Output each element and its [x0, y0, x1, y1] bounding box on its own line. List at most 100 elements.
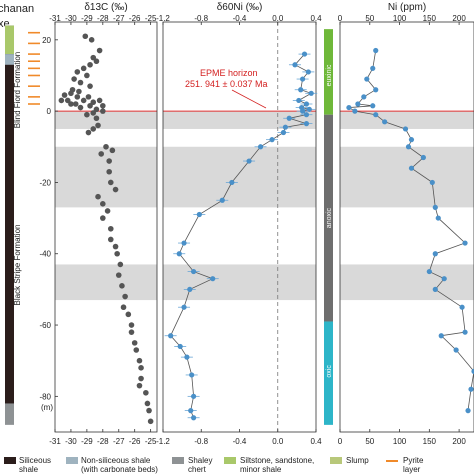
data-point	[107, 225, 114, 232]
x-tick-label-top: 0.0	[272, 14, 284, 23]
x-tick-label-top: 0.4	[310, 14, 322, 23]
x-tick-label-bottom: 0.0	[272, 437, 284, 446]
data-point	[85, 129, 92, 136]
data-point	[107, 179, 114, 186]
data-point	[355, 101, 361, 107]
data-point	[98, 151, 105, 157]
x-tick-label-top: 150	[423, 14, 437, 23]
data-point	[93, 58, 100, 65]
x-tick-label-top: -0.4	[233, 14, 247, 23]
data-point	[402, 126, 409, 132]
legend-siltstone-line2: minor shale	[240, 465, 282, 474]
data-point	[303, 121, 310, 127]
x-tick-label-bottom: -0.4	[233, 437, 247, 446]
data-point	[300, 76, 306, 82]
data-point	[90, 54, 97, 61]
data-point	[136, 382, 143, 389]
data-point	[305, 69, 311, 75]
data-point	[106, 168, 112, 175]
lower-formation-label: Black Stripe Formation	[13, 225, 22, 306]
legend-swatch-chert	[172, 457, 184, 464]
data-point	[453, 347, 459, 353]
data-point	[432, 251, 438, 257]
gray-band-2	[163, 264, 316, 301]
data-point	[58, 97, 65, 104]
data-point	[74, 69, 81, 75]
section-name: chanan	[0, 3, 34, 15]
panel-frame	[54, 21, 158, 433]
x-tick-label-top: -0.8	[194, 14, 208, 23]
data-point	[90, 110, 97, 116]
data-point	[88, 37, 95, 43]
data-point	[72, 101, 79, 107]
data-point	[77, 79, 84, 86]
data-point	[85, 94, 92, 100]
x-tick-label-bottom: -27	[113, 437, 125, 446]
carbon-isotope-panel: δ13C (‰) -31 -31 -30 -30 -29 -29 -28 -28 -27 -27 -2…	[39, 2, 158, 446]
data-point	[188, 408, 194, 414]
data-point	[138, 375, 144, 382]
data-point	[93, 115, 100, 122]
x-tick-label-top: 100	[393, 14, 407, 23]
data-point	[128, 329, 135, 335]
panel-frame	[339, 21, 474, 433]
data-point	[292, 62, 298, 68]
data-point	[68, 90, 74, 97]
series-line	[347, 50, 474, 411]
data-point	[189, 372, 195, 378]
data-point	[257, 144, 264, 150]
lithology-siltstone	[5, 25, 14, 55]
data-point	[303, 112, 310, 118]
legend-siliceous-line2: shale	[19, 465, 39, 474]
y-tick-label: 20	[42, 36, 51, 45]
x-tick-label-top: -1.2	[156, 14, 170, 23]
data-point	[296, 97, 302, 104]
data-point	[122, 293, 128, 300]
upper-formation-label: Blind Fiord Formation	[13, 52, 22, 128]
data-point	[74, 94, 81, 100]
data-point	[114, 250, 120, 257]
data-point	[100, 201, 106, 207]
data-point	[147, 418, 154, 425]
redox-label-anoxic: anoxic	[326, 207, 333, 228]
epme-annotation-arrow	[231, 89, 267, 109]
x-tick-label-bottom: -30	[65, 437, 77, 446]
data-point	[361, 94, 367, 100]
legend-siliceous-line1: Siliceous	[19, 456, 51, 465]
data-point	[435, 215, 441, 221]
data-point	[181, 304, 187, 310]
legend-pyrite-line2: layer	[403, 465, 421, 474]
data-point	[77, 104, 84, 111]
data-point	[280, 129, 287, 136]
legend-nonsiliceous-line1: Non-siliceous shale	[81, 456, 151, 465]
data-point	[177, 343, 183, 350]
x-tick-label-bottom: -1.2	[156, 437, 170, 446]
data-point	[144, 400, 151, 407]
redox-oxic-bar	[324, 321, 333, 425]
panel-title: δ60Ni (‰)	[217, 2, 263, 13]
lithology-shale	[5, 25, 14, 404]
data-point	[408, 165, 415, 171]
y-tick-label: -20	[39, 178, 51, 187]
panel-title: Ni (ppm)	[388, 2, 426, 13]
legend-chert-line2: chert	[188, 465, 207, 474]
data-point	[219, 197, 225, 203]
lithology-column	[5, 25, 40, 425]
data-point	[112, 186, 119, 193]
data-point	[459, 304, 465, 310]
x-tick-label-top: -31	[49, 14, 61, 23]
data-point	[80, 65, 87, 72]
x-tick-label-top: -28	[97, 14, 109, 23]
legend-swatch-siltstone	[224, 457, 236, 464]
legend-chert-line1: Shaley	[188, 456, 212, 465]
data-point	[87, 61, 93, 68]
data-point	[181, 240, 187, 246]
x-tick-label-bottom: -25	[145, 437, 157, 446]
data-point	[420, 154, 426, 161]
legend-siltstone-line1: Siltstone, sandstone,	[240, 456, 314, 465]
data-point	[373, 87, 379, 93]
data-point	[90, 99, 97, 106]
y-tick-label: 0	[47, 107, 52, 116]
data-point	[462, 240, 468, 246]
